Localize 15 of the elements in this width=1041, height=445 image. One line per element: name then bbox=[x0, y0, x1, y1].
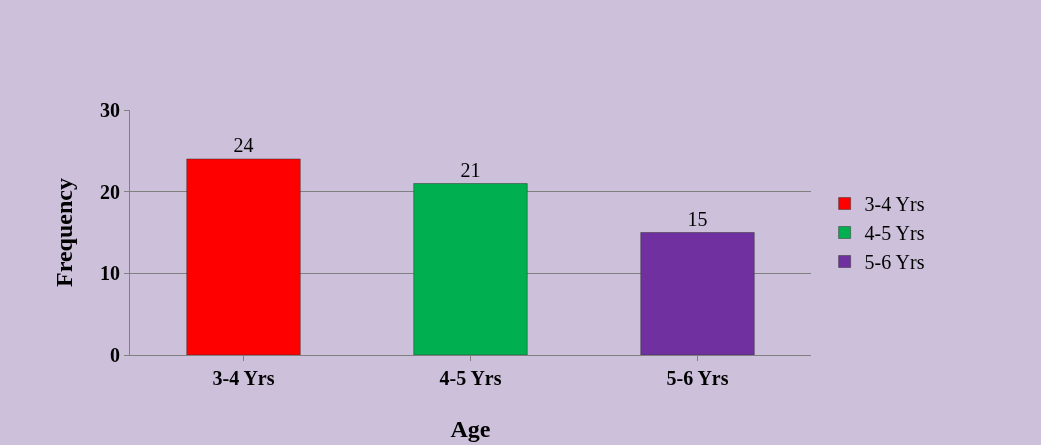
legend-label: 5-6 Yrs bbox=[864, 251, 925, 274]
data-label: 24 bbox=[233, 134, 254, 156]
x-tick-label: 4-5 Yrs bbox=[439, 367, 502, 389]
legend-label: 4-5 Yrs bbox=[864, 222, 925, 245]
data-label: 15 bbox=[687, 207, 708, 230]
legend-label: 3-4 Yrs bbox=[864, 193, 925, 216]
y-tick-label: 20 bbox=[100, 180, 120, 203]
x-axis-title: Age bbox=[450, 416, 491, 442]
y-tick-label: 10 bbox=[100, 262, 120, 285]
x-tick-label: 3-4 Yrs bbox=[212, 367, 275, 389]
y-tick-label: 30 bbox=[100, 99, 120, 121]
data-label: 21 bbox=[460, 158, 481, 181]
y-axis-title: Frequency bbox=[51, 178, 77, 287]
y-tick-label: 0 bbox=[110, 344, 120, 366]
x-tick-label: 5-6 Yrs bbox=[666, 367, 729, 389]
